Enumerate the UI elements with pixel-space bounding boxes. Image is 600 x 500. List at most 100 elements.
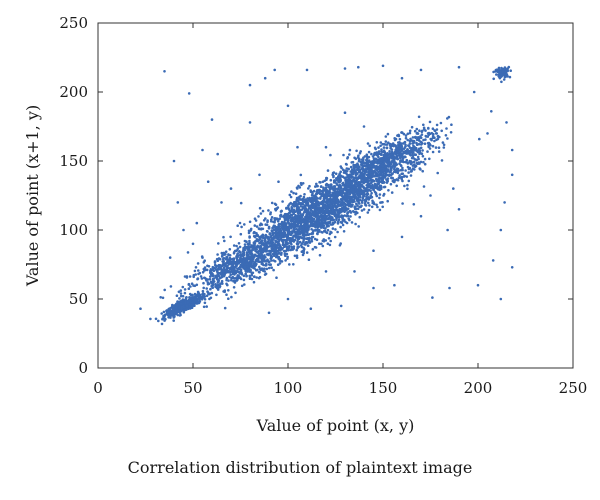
- data-point: [286, 214, 290, 217]
- data-point: [217, 268, 221, 271]
- data-point: [305, 237, 309, 240]
- data-point: [306, 215, 310, 218]
- data-point: [400, 76, 404, 80]
- data-point: [210, 118, 214, 121]
- data-point: [289, 195, 293, 199]
- data-point: [367, 174, 371, 178]
- data-point: [305, 213, 309, 216]
- data-point: [221, 282, 224, 285]
- data-point: [202, 305, 206, 309]
- data-point: [239, 201, 243, 205]
- data-point: [243, 283, 246, 286]
- data-point: [296, 233, 300, 236]
- data-point: [368, 144, 372, 148]
- data-point: [201, 148, 204, 152]
- data-point: [380, 178, 384, 182]
- data-point: [345, 170, 349, 173]
- data-point: [396, 134, 399, 137]
- data-point: [366, 182, 370, 186]
- data-point: [210, 285, 213, 288]
- data-point: [376, 205, 379, 209]
- data-point: [396, 168, 400, 171]
- data-point: [216, 152, 219, 156]
- data-point: [245, 255, 248, 259]
- data-point: [170, 311, 174, 315]
- data-point: [326, 228, 330, 232]
- data-point: [157, 319, 160, 323]
- data-point: [296, 145, 299, 149]
- data-point: [422, 160, 425, 164]
- data-point: [189, 285, 192, 288]
- data-point: [187, 307, 190, 311]
- data-point: [326, 242, 330, 245]
- data-point: [359, 173, 363, 177]
- data-point: [275, 217, 279, 221]
- data-point: [294, 214, 298, 218]
- data-point: [295, 196, 299, 200]
- data-point: [380, 164, 384, 168]
- data-point: [378, 193, 382, 196]
- data-point: [284, 212, 288, 216]
- data-point: [340, 221, 344, 224]
- data-point: [178, 310, 181, 313]
- data-point: [292, 227, 296, 230]
- data-point: [400, 178, 404, 181]
- data-point: [403, 184, 406, 188]
- data-point: [263, 256, 266, 259]
- data-point: [366, 192, 370, 196]
- data-point: [316, 184, 319, 188]
- data-point: [139, 307, 142, 311]
- data-point: [278, 225, 282, 229]
- data-point: [263, 267, 266, 271]
- data-point: [384, 140, 388, 143]
- data-point: [196, 290, 200, 294]
- data-point: [312, 224, 316, 228]
- data-point: [274, 209, 278, 212]
- data-point: [388, 170, 392, 173]
- data-point: [310, 228, 313, 231]
- data-point: [254, 249, 257, 252]
- data-point: [305, 68, 309, 72]
- data-point: [317, 228, 321, 232]
- data-point: [310, 212, 314, 215]
- data-point: [223, 306, 227, 310]
- data-point: [335, 187, 339, 191]
- data-point: [408, 131, 412, 135]
- data-point: [197, 272, 200, 276]
- data-point: [373, 146, 377, 150]
- data-point: [326, 169, 330, 172]
- data-point: [217, 242, 220, 245]
- data-point: [354, 222, 357, 226]
- data-point: [339, 304, 343, 308]
- data-point: [216, 288, 220, 291]
- data-point: [395, 184, 399, 188]
- data-point: [436, 171, 440, 175]
- data-point: [368, 164, 372, 168]
- data-point: [242, 278, 246, 282]
- data-point: [348, 210, 351, 213]
- data-point: [185, 276, 189, 279]
- data-point: [413, 153, 417, 156]
- data-point: [372, 188, 376, 192]
- data-point: [415, 138, 419, 142]
- data-point: [309, 307, 313, 311]
- data-point: [384, 135, 388, 138]
- data-point: [193, 304, 196, 308]
- data-point: [288, 263, 291, 266]
- data-point: [363, 155, 367, 158]
- data-point: [409, 150, 413, 153]
- data-point: [280, 223, 284, 227]
- data-point: [232, 286, 236, 289]
- data-point: [390, 191, 394, 194]
- data-point: [408, 129, 412, 133]
- data-point: [281, 200, 284, 203]
- data-point: [419, 68, 423, 72]
- data-point: [437, 150, 441, 153]
- data-point: [411, 147, 415, 150]
- data-point: [510, 266, 514, 269]
- data-point: [318, 218, 322, 222]
- data-point: [241, 250, 245, 253]
- data-point: [359, 150, 363, 153]
- data-point: [490, 110, 493, 113]
- data-point: [355, 185, 359, 188]
